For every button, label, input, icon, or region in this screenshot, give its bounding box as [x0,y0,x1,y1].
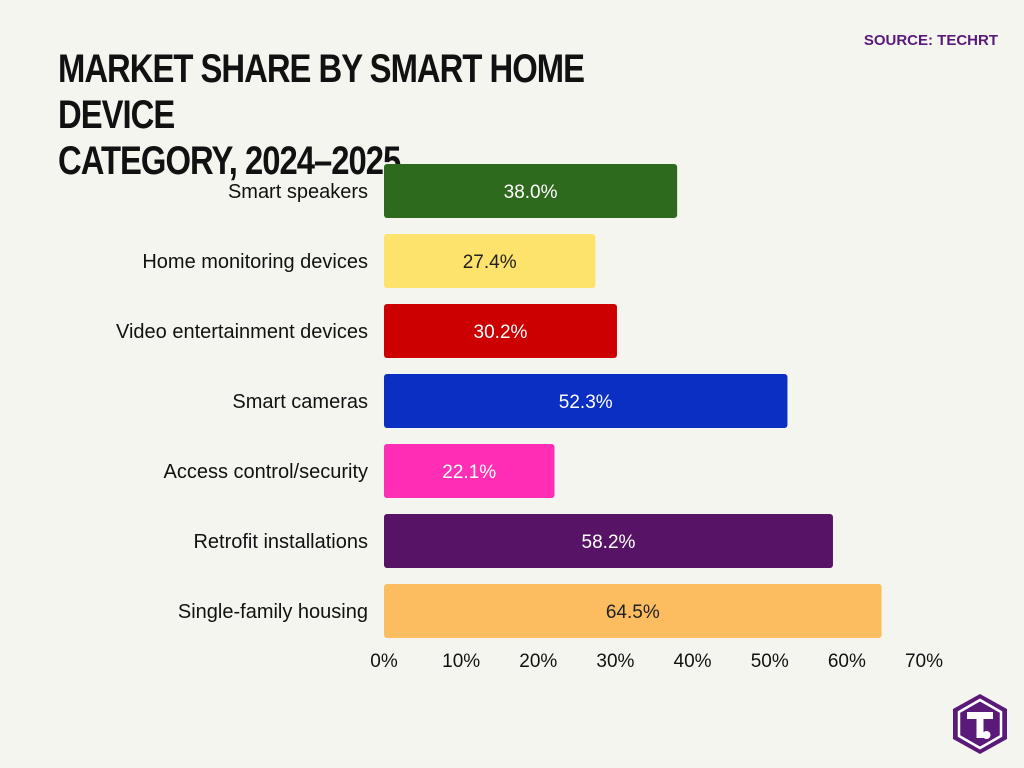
t-hexagon-logo-icon [953,694,1007,754]
category-label: Smart speakers [228,181,368,203]
bar [384,164,678,218]
category-label: Access control/security [163,461,368,483]
category-label: Smart cameras [232,391,368,413]
bar [384,304,617,358]
data-label: 22.1% [442,462,496,483]
data-label: 58.2% [582,532,636,553]
x-tick-label: 40% [674,651,712,672]
x-tick-label: 50% [751,651,789,672]
x-tick-label: 30% [596,651,634,672]
x-tick-label: 20% [519,651,557,672]
data-label: 52.3% [559,392,613,413]
bar [384,374,788,428]
bar [384,444,555,498]
data-label: 30.2% [474,322,528,343]
chart-title: MARKET SHARE BY SMART HOME DEVICE CATEGO… [58,47,585,183]
x-tick-label: 0% [370,651,398,672]
category-label: Video entertainment devices [116,321,368,343]
bar [384,584,882,638]
data-label: 64.5% [606,602,660,623]
data-label: 27.4% [463,252,517,273]
source-label: SOURCE: TECHRT [863,32,998,49]
x-tick-label: 70% [905,651,943,672]
x-tick-label: 60% [828,651,866,672]
x-tick-label: 10% [442,651,480,672]
category-label: Home monitoring devices [142,251,368,273]
bar [384,234,596,288]
category-label: Single-family housing [178,601,368,623]
data-label: 38.0% [504,182,558,203]
category-label: Retrofit installations [193,531,368,553]
bar [384,514,833,568]
